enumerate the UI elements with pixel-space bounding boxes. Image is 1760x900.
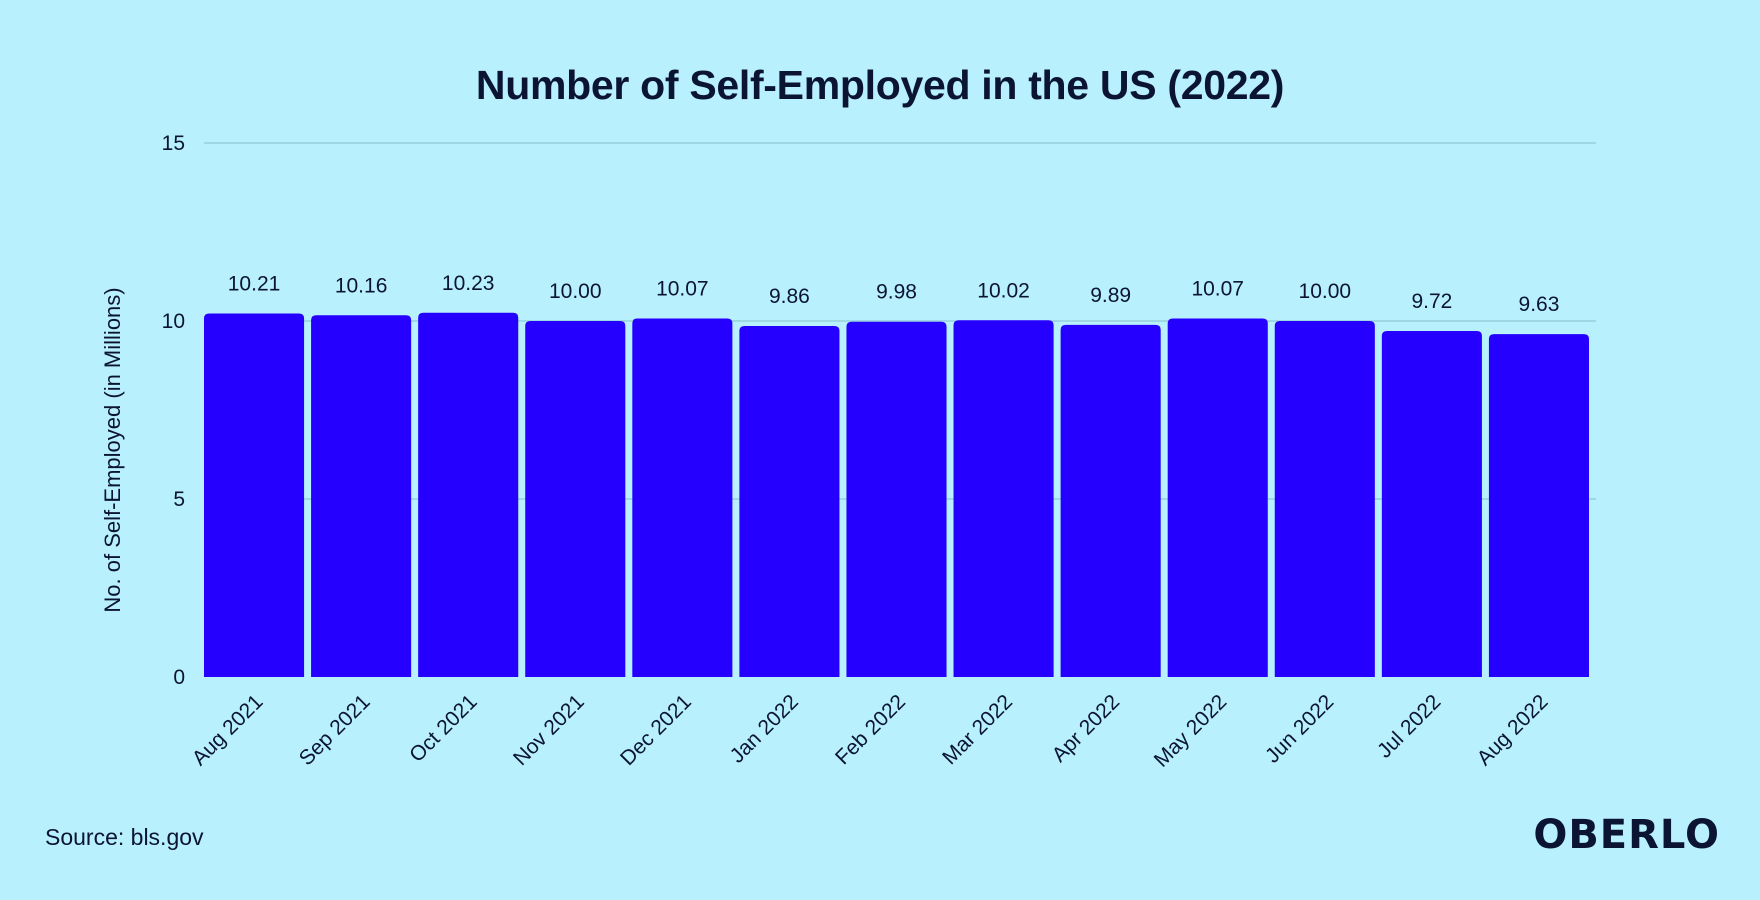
x-tick-label: Mar 2022 (938, 690, 1017, 769)
data-label: 10.02 (977, 279, 1030, 302)
x-tick-label: Oct 2021 (405, 690, 482, 767)
bar-jun-2022 (1274, 321, 1375, 677)
x-tick-label: Jul 2022 (1373, 690, 1445, 762)
data-label: 10.16 (335, 274, 388, 297)
bar-may-2022 (1167, 318, 1268, 677)
data-label: 10.00 (1299, 280, 1352, 303)
chart-title: Number of Self-Employed in the US (2022) (475, 62, 1285, 108)
bar-jul-2022 (1381, 330, 1482, 677)
data-label: 10.07 (656, 278, 709, 301)
x-tick-label: Dec 2021 (616, 690, 696, 770)
data-label: 9.89 (1090, 284, 1131, 307)
x-tick-label: Jan 2022 (726, 690, 803, 767)
chart-area: 0 5 10 15 Aug 2021 Sep 2021 Oct 2021 Nov 2021 D… (100, 132, 1596, 772)
data-labels: 10.21 10.16 10.23 10.00 10.07 9.86 9.98 10.02 9.… (228, 272, 1560, 316)
bars (204, 312, 1589, 677)
data-label: 10.00 (549, 280, 602, 303)
x-tick-label: May 2022 (1150, 690, 1231, 771)
data-label: 9.72 (1411, 290, 1452, 313)
x-tick-label: Apr 2022 (1048, 690, 1125, 767)
bar-nov-2021 (525, 321, 626, 677)
bar-aug-2022 (1488, 334, 1589, 677)
data-label: 10.23 (442, 272, 495, 295)
bar-jan-2022 (739, 325, 840, 677)
x-tick-label: Feb 2022 (831, 690, 910, 769)
data-label: 10.07 (1191, 278, 1244, 301)
bar-sep-2021 (311, 315, 412, 677)
x-axis-ticks: Aug 2021 Sep 2021 Oct 2021 Nov 2021 Dec 2021… (188, 690, 1553, 771)
x-tick-label: Aug 2021 (188, 690, 268, 770)
y-tick-label: 0 (173, 666, 185, 689)
bar-feb-2022 (846, 321, 947, 677)
y-tick-label: 15 (162, 132, 185, 155)
data-label: 10.21 (228, 273, 281, 296)
x-tick-label: Sep 2021 (295, 690, 375, 770)
x-tick-label: Nov 2021 (509, 690, 589, 770)
data-label: 9.86 (769, 285, 810, 308)
bar-aug-2021 (204, 313, 305, 677)
x-tick-label: Jun 2022 (1261, 690, 1338, 767)
data-label: 9.63 (1519, 293, 1560, 316)
bar-mar-2022 (953, 320, 1054, 677)
source-note: Source: bls.gov (45, 824, 204, 850)
y-axis-ticks: 0 5 10 15 (162, 132, 185, 689)
y-tick-label: 10 (162, 310, 185, 333)
y-tick-label: 5 (173, 488, 185, 511)
bar-oct-2021 (418, 312, 519, 677)
bar-apr-2022 (1060, 324, 1161, 677)
x-tick-label: Aug 2022 (1473, 690, 1553, 770)
oberlo-logo: OBERLO (1533, 812, 1720, 858)
y-axis-title: No. of Self-Employed (in Millions) (100, 287, 125, 612)
bar-dec-2021 (632, 318, 733, 677)
data-label: 9.98 (876, 281, 917, 304)
